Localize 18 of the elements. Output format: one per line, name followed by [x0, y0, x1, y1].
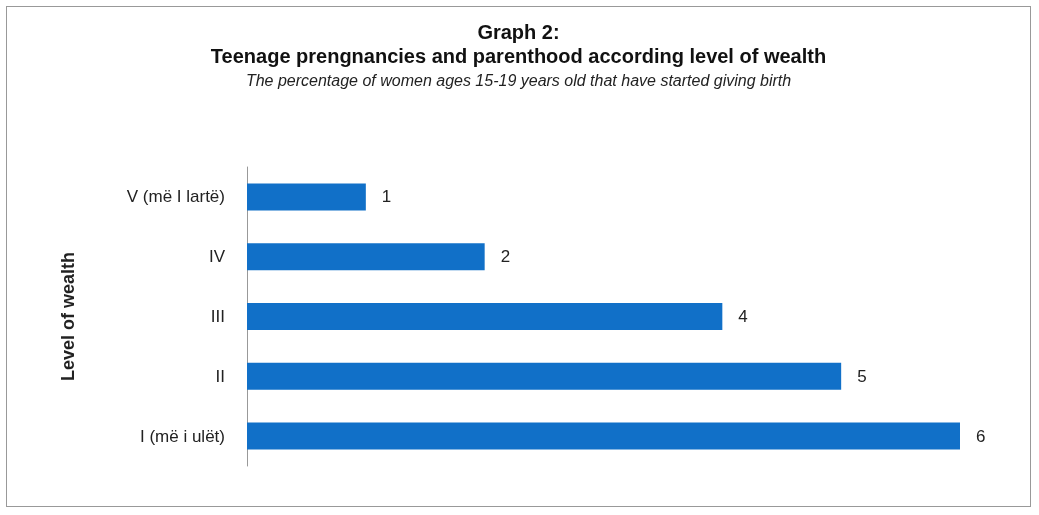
data-label: 1 — [381, 187, 392, 207]
bar — [247, 362, 842, 390]
y-tick-label: IV — [208, 247, 226, 267]
data-label: 4 — [738, 307, 748, 326]
y-tick-label: II — [215, 366, 225, 386]
bar — [247, 303, 723, 330]
bar — [247, 243, 485, 271]
data-label: 6 — [976, 426, 986, 446]
y-tick-label: I (më i ulët) — [139, 426, 225, 446]
bar — [247, 422, 960, 450]
chart-title: Graph 2: Teenage prengnancies and parenthood according level of wealth — [210, 21, 827, 67]
y-tick-label: III — [210, 307, 225, 326]
y-tick-label: V (më I lartë) — [126, 187, 225, 207]
bar — [247, 183, 366, 211]
data-label: 5 — [857, 366, 867, 386]
y-axis-title: Level of wealth — [58, 251, 78, 382]
chart-subtitle: The percentage of women ages 15-19 years old that have started giving birth — [245, 71, 792, 89]
data-label: 2 — [500, 247, 511, 267]
